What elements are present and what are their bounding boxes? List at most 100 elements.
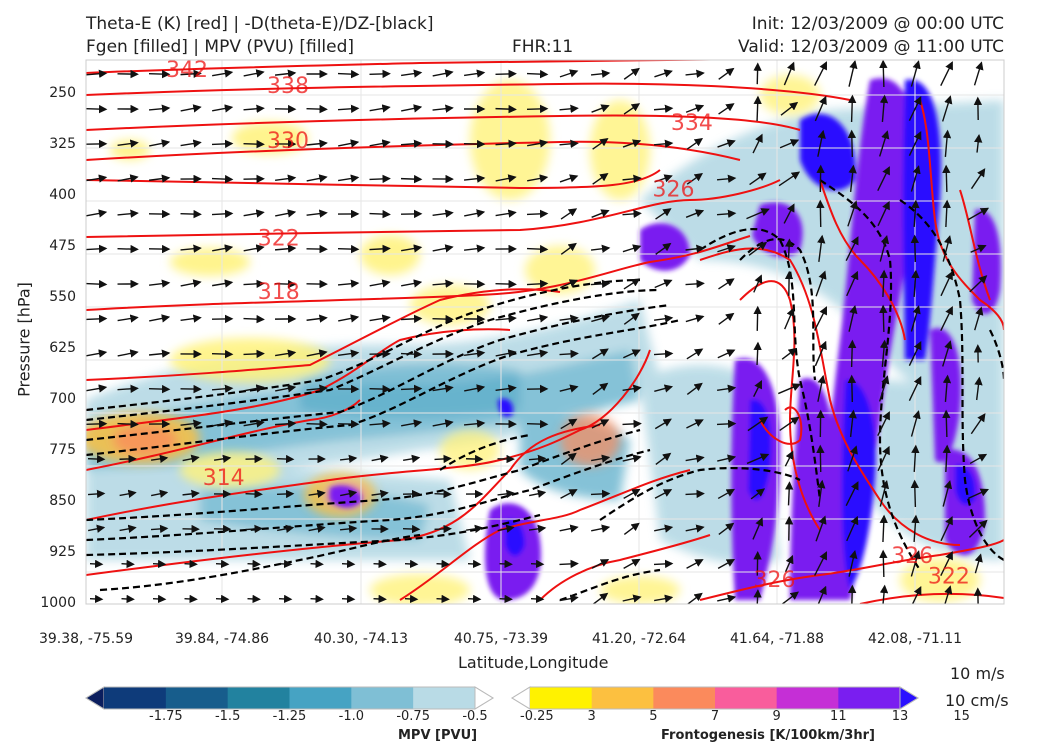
- wind-arrow: [212, 104, 234, 113]
- wind-arrow: [969, 275, 988, 293]
- wind-arrow: [400, 384, 423, 394]
- wind-arrow: [623, 278, 641, 290]
- wind-arrow: [215, 559, 230, 569]
- x-tick-label: 42.08, -71.11: [867, 631, 963, 647]
- wind-arrow: [463, 349, 486, 358]
- wind-arrow: [527, 139, 549, 148]
- colorbar-tick-label: -1.5: [214, 709, 241, 724]
- wind-arrow: [434, 489, 452, 499]
- wind-arrow: [275, 384, 297, 393]
- wind-arrow: [150, 524, 169, 534]
- wind-arrow: [879, 480, 890, 507]
- theta-e-label: 330: [267, 129, 309, 154]
- wind-arrow: [432, 279, 454, 288]
- x-tick-label: 40.30, -74.13: [313, 631, 409, 647]
- wind-arrow: [182, 454, 200, 463]
- wind-arrow: [559, 104, 579, 114]
- wind-arrow: [753, 589, 762, 604]
- wind-arrow: [180, 314, 202, 323]
- wind-arrow: [211, 349, 234, 359]
- wind-arrow: [86, 349, 108, 358]
- wind-arrow: [86, 209, 108, 218]
- colorbar-tick-label: 7: [710, 709, 720, 724]
- wind-arrow: [685, 314, 705, 323]
- wind-arrow: [752, 133, 763, 154]
- wind-arrow: [560, 242, 577, 255]
- wind-arrow: [119, 524, 137, 533]
- wind-arrow: [753, 341, 762, 366]
- wind-arrow: [590, 244, 611, 253]
- wind-arrow: [717, 349, 736, 359]
- wind-arrow: [654, 594, 674, 603]
- wind-arrow: [655, 208, 672, 220]
- wind-arrow: [969, 453, 988, 465]
- wind-arrow: [432, 69, 454, 78]
- wind-arrow: [117, 244, 139, 254]
- wind-arrow: [559, 349, 579, 359]
- wind-arrow: [686, 382, 703, 395]
- wind-arrow: [590, 69, 611, 78]
- wind-arrow: [911, 269, 920, 298]
- wind-arrow: [781, 591, 799, 604]
- wind-arrow: [86, 69, 108, 78]
- wind-arrow: [495, 384, 517, 393]
- wind-arrow: [243, 314, 265, 324]
- colorbar-tick-label: -1.0: [338, 709, 365, 724]
- wind-arrow: [211, 139, 234, 149]
- wind-arrow: [180, 244, 202, 253]
- wind-arrow: [86, 314, 108, 324]
- wind-arrow: [148, 279, 171, 288]
- wind-arrow: [463, 419, 486, 428]
- theta-e-label: 338: [267, 74, 309, 99]
- wind-arrow: [781, 347, 797, 360]
- wind-arrow: [942, 164, 951, 193]
- wind-arrow: [817, 129, 826, 157]
- wind-arrow: [879, 304, 888, 333]
- wind-arrow: [592, 138, 609, 150]
- wind-arrow: [148, 384, 171, 394]
- wind-arrow: [310, 559, 324, 569]
- wind-arrow: [369, 314, 391, 323]
- wind-arrow: [436, 594, 450, 604]
- wind-arrow: [432, 419, 454, 428]
- wind-arrow: [180, 279, 202, 288]
- wind-arrow: [780, 101, 799, 116]
- wind-arrow: [499, 559, 513, 569]
- wind-arrow: [655, 452, 672, 465]
- wind-arrow: [277, 524, 295, 533]
- wind-arrow: [592, 382, 609, 395]
- wind-arrow: [87, 454, 106, 464]
- wind-arrow: [243, 384, 265, 393]
- wind-arrow: [973, 61, 984, 86]
- wind-arrow: [495, 69, 517, 79]
- title-right-line2: Valid: 12/03/2009 @ 11:00 UTC: [738, 37, 1004, 57]
- theta-e-label: 326: [653, 178, 695, 203]
- wind-arrow: [148, 174, 171, 183]
- colorbar-tick-label: 11: [830, 709, 847, 724]
- wind-arrow: [369, 384, 391, 394]
- wind-arrow: [306, 139, 328, 148]
- wind-arrow: [245, 524, 263, 534]
- wind-arrow: [401, 104, 423, 113]
- wind-arrow: [747, 416, 769, 432]
- wind-arrow: [184, 594, 198, 604]
- wind-arrow: [306, 174, 328, 183]
- wind-arrow: [148, 104, 171, 113]
- wind-arrow: [371, 454, 389, 463]
- wind-arrow: [243, 349, 265, 359]
- wind-arrow: [716, 174, 737, 183]
- wind-arrow: [117, 314, 139, 323]
- wind-arrow: [974, 306, 984, 331]
- wind-arrow: [685, 209, 705, 218]
- wind-arrow: [908, 341, 922, 367]
- wind-arrow: [434, 454, 452, 464]
- wind-arrow: [817, 374, 826, 402]
- wind-arrow: [746, 208, 770, 220]
- wind-arrow: [369, 104, 391, 113]
- wind-arrow: [211, 209, 234, 219]
- theta-e-label: 322: [928, 564, 970, 589]
- wind-arrow: [306, 384, 328, 393]
- wind-arrow: [814, 95, 827, 122]
- y-tick-label: 550: [49, 289, 76, 305]
